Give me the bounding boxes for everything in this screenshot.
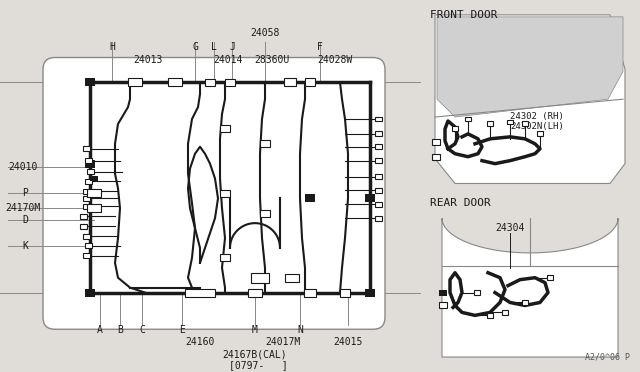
Bar: [304, 289, 316, 296]
Bar: [220, 190, 230, 197]
Text: K: K: [22, 241, 28, 251]
Bar: [128, 78, 142, 86]
Bar: [85, 160, 95, 168]
Text: 24017M: 24017M: [266, 337, 301, 347]
Bar: [502, 310, 508, 315]
Text: A: A: [97, 325, 103, 335]
Bar: [285, 274, 299, 282]
Text: 28360U: 28360U: [254, 55, 290, 65]
Bar: [439, 289, 447, 295]
Text: 24014: 24014: [213, 55, 243, 65]
Bar: [365, 195, 375, 202]
Bar: [248, 289, 262, 296]
FancyBboxPatch shape: [43, 58, 385, 329]
Text: 24304: 24304: [495, 223, 525, 233]
Bar: [305, 195, 315, 202]
Bar: [85, 78, 95, 86]
Bar: [474, 290, 480, 295]
Bar: [83, 196, 90, 201]
Text: 24015: 24015: [333, 337, 363, 347]
Bar: [260, 210, 270, 217]
Bar: [374, 131, 381, 137]
Text: C: C: [139, 325, 145, 335]
Bar: [452, 126, 458, 131]
Bar: [85, 289, 95, 296]
Text: 24302N(LH): 24302N(LH): [510, 122, 564, 131]
Bar: [225, 79, 235, 86]
Text: 24013: 24013: [133, 55, 163, 65]
Text: D: D: [22, 215, 28, 225]
Text: L: L: [211, 42, 217, 52]
Bar: [374, 188, 381, 193]
Polygon shape: [442, 218, 618, 357]
Bar: [220, 125, 230, 132]
Text: E: E: [179, 325, 185, 335]
Text: A2/0^06 P: A2/0^06 P: [585, 353, 630, 362]
Polygon shape: [437, 17, 623, 117]
Text: 24167B(CAL): 24167B(CAL): [223, 349, 287, 359]
Text: FRONT DOOR: FRONT DOOR: [430, 10, 497, 20]
Bar: [365, 289, 375, 296]
Bar: [185, 289, 215, 296]
Text: 24170M: 24170M: [5, 203, 40, 213]
Bar: [487, 122, 493, 126]
Bar: [86, 169, 93, 174]
Text: B: B: [117, 325, 123, 335]
Text: 24028W: 24028W: [317, 55, 353, 65]
Bar: [374, 216, 381, 221]
Bar: [374, 158, 381, 163]
Bar: [374, 174, 381, 179]
Bar: [305, 78, 315, 86]
Bar: [168, 78, 182, 86]
Text: H: H: [109, 42, 115, 52]
Text: 24058: 24058: [250, 28, 280, 38]
Bar: [374, 116, 381, 122]
Bar: [87, 204, 101, 212]
Bar: [83, 204, 90, 209]
Text: P: P: [22, 188, 28, 198]
Bar: [83, 253, 90, 258]
Text: [0797-   ]: [0797- ]: [228, 360, 287, 370]
Bar: [83, 189, 90, 194]
Text: REAR DOOR: REAR DOOR: [430, 198, 491, 208]
Bar: [432, 154, 440, 160]
Bar: [205, 79, 215, 86]
Text: F: F: [317, 42, 323, 52]
Bar: [251, 273, 269, 283]
Bar: [284, 78, 296, 86]
Bar: [374, 202, 381, 207]
Bar: [83, 234, 90, 238]
Text: G: G: [192, 42, 198, 52]
Bar: [374, 144, 381, 149]
Bar: [90, 176, 98, 182]
Bar: [507, 119, 513, 125]
Bar: [432, 139, 440, 145]
Text: 24010: 24010: [8, 161, 37, 171]
Bar: [84, 158, 92, 163]
Bar: [547, 275, 553, 280]
Bar: [84, 179, 92, 184]
Bar: [87, 189, 101, 198]
Text: M: M: [252, 325, 258, 335]
Bar: [79, 224, 86, 229]
Bar: [220, 254, 230, 261]
Text: 24302 (RH): 24302 (RH): [510, 112, 564, 121]
Bar: [84, 243, 92, 248]
Bar: [537, 131, 543, 137]
Text: 24160: 24160: [186, 337, 214, 347]
Bar: [522, 300, 528, 305]
Bar: [260, 140, 270, 147]
Bar: [79, 214, 86, 219]
Bar: [340, 289, 350, 296]
Bar: [522, 122, 528, 126]
Text: N: N: [297, 325, 303, 335]
Bar: [439, 302, 447, 308]
Polygon shape: [435, 15, 625, 183]
Text: J: J: [229, 42, 235, 52]
Bar: [487, 313, 493, 318]
Bar: [83, 146, 90, 151]
Bar: [465, 116, 471, 122]
